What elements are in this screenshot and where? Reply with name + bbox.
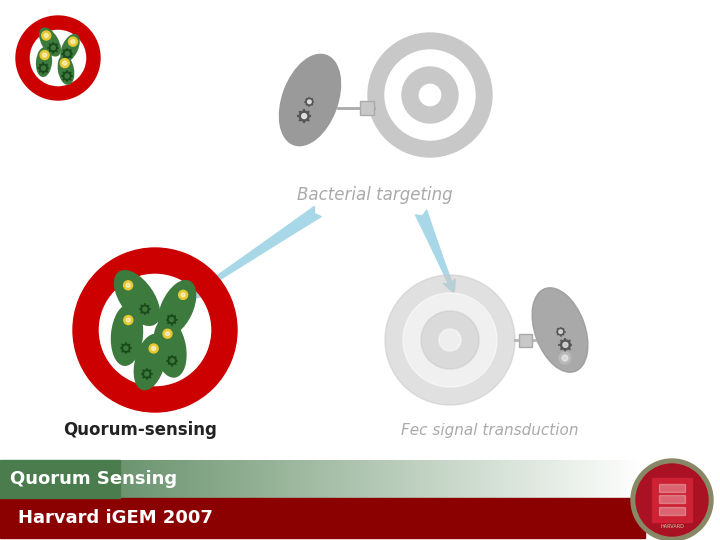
Ellipse shape bbox=[61, 35, 78, 61]
Circle shape bbox=[71, 39, 75, 44]
Circle shape bbox=[124, 346, 128, 350]
Ellipse shape bbox=[154, 319, 186, 377]
Circle shape bbox=[631, 459, 713, 540]
Ellipse shape bbox=[40, 29, 60, 56]
Circle shape bbox=[42, 31, 50, 40]
Circle shape bbox=[124, 315, 132, 325]
Circle shape bbox=[141, 305, 149, 313]
Circle shape bbox=[145, 372, 149, 376]
Circle shape bbox=[385, 275, 515, 405]
Circle shape bbox=[559, 352, 571, 364]
Circle shape bbox=[42, 53, 47, 57]
Circle shape bbox=[126, 284, 130, 287]
Circle shape bbox=[563, 342, 568, 347]
Circle shape bbox=[163, 329, 172, 338]
Circle shape bbox=[152, 347, 156, 350]
Bar bbox=[660, 507, 685, 515]
Circle shape bbox=[143, 307, 147, 311]
Circle shape bbox=[42, 66, 45, 70]
Ellipse shape bbox=[59, 56, 73, 84]
Circle shape bbox=[49, 44, 58, 52]
Circle shape bbox=[368, 33, 492, 157]
Circle shape bbox=[560, 340, 570, 350]
Circle shape bbox=[168, 356, 176, 365]
Circle shape bbox=[181, 293, 185, 297]
Circle shape bbox=[307, 100, 311, 104]
Circle shape bbox=[299, 111, 309, 121]
Circle shape bbox=[124, 281, 132, 290]
Circle shape bbox=[562, 355, 568, 361]
Ellipse shape bbox=[115, 271, 159, 325]
Bar bbox=[652, 478, 692, 522]
Ellipse shape bbox=[532, 288, 588, 372]
Text: HARVARD: HARVARD bbox=[660, 524, 684, 530]
Circle shape bbox=[44, 33, 48, 37]
Circle shape bbox=[66, 52, 69, 56]
Ellipse shape bbox=[158, 281, 195, 335]
Text: Bacterial targeting: Bacterial targeting bbox=[297, 186, 453, 204]
Bar bbox=[660, 495, 685, 503]
Ellipse shape bbox=[135, 335, 166, 389]
Circle shape bbox=[179, 291, 188, 299]
FancyBboxPatch shape bbox=[360, 101, 374, 115]
Circle shape bbox=[63, 61, 67, 65]
Circle shape bbox=[385, 50, 475, 140]
Circle shape bbox=[65, 74, 69, 78]
Text: Fec signal transduction: Fec signal transduction bbox=[401, 422, 579, 437]
Circle shape bbox=[170, 359, 174, 362]
Circle shape bbox=[419, 84, 441, 106]
Bar bbox=[0, 460, 120, 498]
Circle shape bbox=[402, 67, 458, 123]
Circle shape bbox=[149, 344, 158, 353]
Circle shape bbox=[168, 315, 176, 323]
Circle shape bbox=[403, 293, 497, 387]
Circle shape bbox=[63, 72, 71, 80]
Text: Quorum-sensing: Quorum-sensing bbox=[63, 421, 217, 439]
Circle shape bbox=[51, 46, 55, 50]
Bar bbox=[660, 484, 685, 492]
Circle shape bbox=[302, 113, 307, 119]
Ellipse shape bbox=[112, 305, 142, 365]
Text: Quorum Sensing: Quorum Sensing bbox=[10, 470, 177, 488]
Circle shape bbox=[126, 318, 130, 322]
Circle shape bbox=[68, 37, 78, 46]
Circle shape bbox=[60, 59, 69, 68]
Circle shape bbox=[40, 64, 48, 72]
Circle shape bbox=[421, 311, 479, 369]
Bar bbox=[0, 498, 645, 538]
Circle shape bbox=[122, 344, 130, 352]
Circle shape bbox=[40, 51, 49, 59]
Circle shape bbox=[557, 328, 564, 335]
Circle shape bbox=[306, 98, 313, 105]
Ellipse shape bbox=[37, 48, 51, 76]
Wedge shape bbox=[16, 16, 100, 100]
Wedge shape bbox=[73, 248, 237, 412]
Ellipse shape bbox=[279, 55, 341, 146]
FancyBboxPatch shape bbox=[518, 334, 531, 347]
Circle shape bbox=[636, 464, 708, 536]
Circle shape bbox=[63, 50, 71, 58]
Circle shape bbox=[439, 329, 461, 351]
Circle shape bbox=[170, 318, 174, 321]
Text: Harvard iGEM 2007: Harvard iGEM 2007 bbox=[18, 509, 213, 527]
Circle shape bbox=[559, 330, 562, 334]
Circle shape bbox=[143, 370, 150, 378]
Circle shape bbox=[166, 332, 169, 336]
